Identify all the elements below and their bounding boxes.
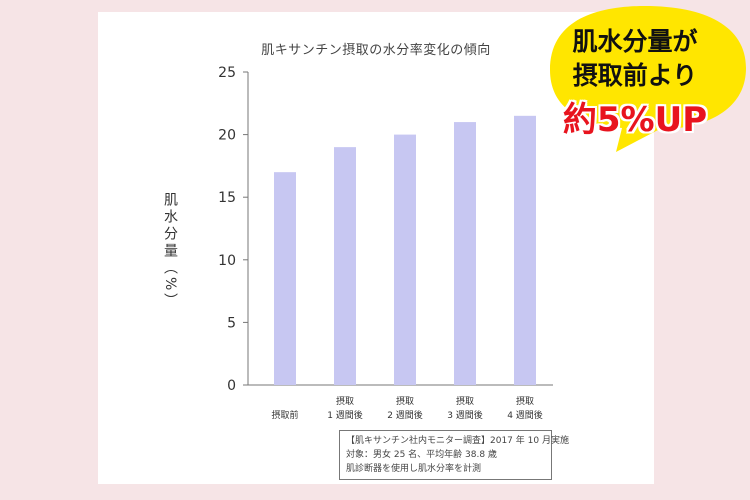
x-tick-label: 摂取	[336, 395, 354, 407]
callout-line-2: 摂取前より	[572, 61, 698, 90]
y-tick-label: 0	[227, 378, 236, 394]
chart-title: 肌キサンチン摂取の水分率変化の傾向	[261, 43, 491, 58]
x-tick-label: 摂取	[516, 395, 534, 407]
y-tick-label: 20	[218, 128, 236, 144]
y-tick-label: 10	[218, 253, 236, 269]
y-axis-label: 肌水分量（%）	[162, 192, 178, 311]
note-line-1: 【肌キサンチン社内モニター調査】2017 年 10 月実施	[346, 436, 569, 446]
note-line-3: 肌診断器を使用し肌水分率を計測	[346, 464, 482, 474]
callout-bubble: 肌水分量が 摂取前より 約5%UP	[530, 0, 750, 160]
y-tick-label: 15	[218, 190, 236, 206]
survey-note: 【肌キサンチン社内モニター調査】2017 年 10 月実施 対象：男女 25 名…	[339, 430, 569, 480]
x-tick-label: 1 週間後	[327, 409, 363, 421]
y-tick-label: 25	[218, 65, 236, 81]
x-tick-label: 2 週間後	[387, 409, 423, 421]
bar	[394, 134, 416, 385]
x-tick-label: 摂取前	[271, 409, 298, 421]
x-tick-label: 3 週間後	[447, 409, 483, 421]
bar	[454, 122, 476, 385]
y-tick-label: 5	[227, 315, 236, 331]
bar-chart-plot: 0 5 10 15 20 25 摂取前 摂取 1 週間後 摂取 2 週間後 摂取 3 週間後 摂取 4 週間…	[218, 65, 553, 421]
speech-bubble-shape	[550, 6, 746, 152]
x-tick-label: 摂取	[396, 395, 414, 407]
bar	[274, 172, 296, 385]
callout-line-3: 約5%UP	[562, 100, 708, 140]
bar	[334, 147, 356, 385]
callout-line-1: 肌水分量が	[572, 27, 698, 56]
note-line-2: 対象：男女 25 名、平均年齢 38.8 歳	[346, 450, 497, 460]
x-tick-label: 摂取	[456, 395, 474, 407]
x-tick-label: 4 週間後	[507, 409, 543, 421]
bar	[514, 115, 536, 385]
